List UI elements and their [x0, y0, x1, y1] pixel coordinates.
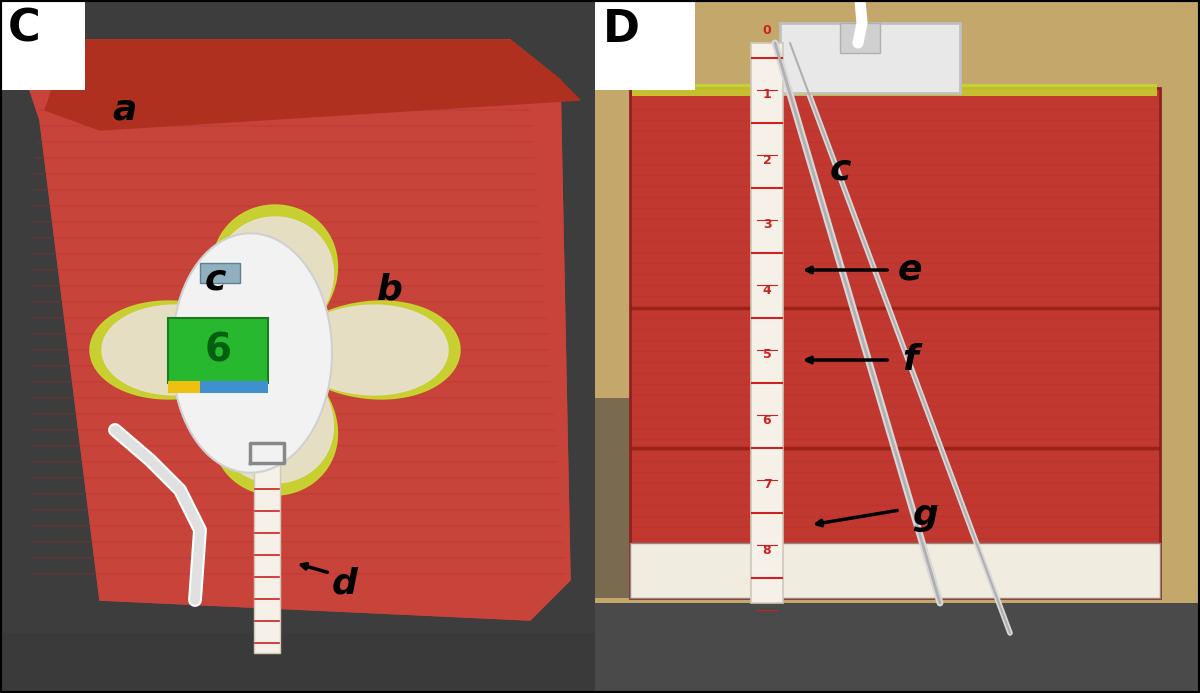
- Text: 1: 1: [763, 89, 772, 101]
- Bar: [780, 23, 960, 93]
- Text: d: d: [332, 566, 358, 600]
- Bar: [751, 43, 784, 603]
- Bar: [595, 398, 630, 598]
- Text: C: C: [8, 8, 41, 51]
- Bar: [595, 0, 1200, 693]
- Polygon shape: [90, 205, 460, 495]
- Bar: [168, 318, 268, 383]
- Text: 6: 6: [763, 414, 772, 426]
- Text: c: c: [829, 153, 851, 187]
- Bar: [595, 0, 695, 90]
- Bar: [0, 0, 595, 693]
- Text: 5: 5: [763, 349, 772, 362]
- Bar: [630, 543, 1160, 598]
- Bar: [168, 381, 200, 393]
- Text: b: b: [377, 273, 403, 307]
- Text: D: D: [604, 8, 640, 51]
- Bar: [200, 263, 240, 283]
- Bar: [632, 84, 1157, 96]
- Text: 6: 6: [204, 332, 232, 370]
- Text: 2: 2: [763, 154, 772, 166]
- Bar: [840, 23, 880, 53]
- Bar: [0, 633, 595, 693]
- Polygon shape: [102, 217, 448, 483]
- Bar: [0, 0, 85, 90]
- Text: f: f: [902, 343, 918, 377]
- Text: 7: 7: [763, 478, 772, 491]
- Polygon shape: [30, 40, 570, 620]
- Text: 3: 3: [763, 218, 772, 231]
- Text: 4: 4: [763, 283, 772, 297]
- Bar: [254, 453, 280, 653]
- Polygon shape: [30, 40, 570, 620]
- Text: 8: 8: [763, 543, 772, 556]
- Text: 0: 0: [763, 24, 772, 37]
- Text: g: g: [912, 498, 938, 532]
- Polygon shape: [46, 40, 580, 130]
- Text: c: c: [204, 263, 226, 297]
- Text: a: a: [113, 93, 137, 127]
- Polygon shape: [172, 234, 332, 473]
- Bar: [595, 603, 1200, 693]
- Bar: [200, 381, 268, 393]
- Text: e: e: [898, 253, 923, 287]
- Bar: [630, 88, 1160, 598]
